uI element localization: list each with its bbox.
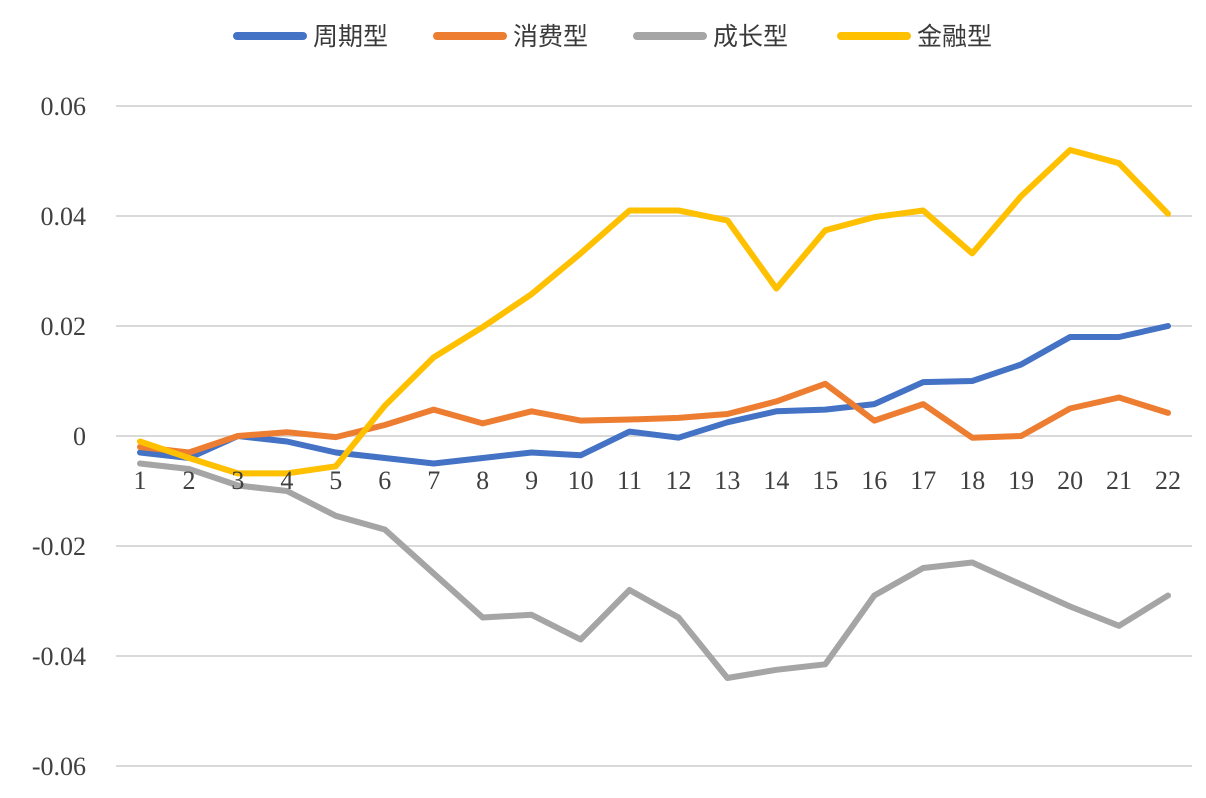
- legend-label: 消费型: [513, 22, 588, 51]
- series-line-2: [137, 380, 1171, 456]
- legend-label: 金融型: [917, 22, 992, 51]
- x-tick-label: 13: [714, 466, 740, 495]
- y-tick-label: -0.02: [32, 532, 86, 561]
- x-tick-label: 22: [1155, 466, 1181, 495]
- x-tick-label: 4: [280, 466, 293, 495]
- x-tick-label: 9: [525, 466, 538, 495]
- x-tick-label: 19: [1008, 466, 1034, 495]
- x-tick-label: 11: [617, 466, 642, 495]
- x-tick-label: 18: [959, 466, 985, 495]
- y-axis-ticks: 0.06 0.04 0.02 0 -0.02 -0.04 -0.06: [32, 92, 86, 781]
- legend: 周期型 消费型 成长型 金融型: [233, 22, 992, 51]
- x-tick-label: 16: [861, 466, 887, 495]
- x-tick-label: 6: [378, 466, 391, 495]
- x-tick-label: 2: [182, 466, 195, 495]
- x-tick-label: 10: [568, 466, 594, 495]
- legend-label: 成长型: [713, 22, 788, 51]
- series-line-1: [137, 323, 1171, 467]
- y-tick-label: 0.02: [41, 312, 87, 341]
- x-tick-label: 1: [134, 466, 147, 495]
- x-tick-label: 20: [1057, 466, 1083, 495]
- x-tick-label: 3: [231, 466, 244, 495]
- y-tick-label: 0.06: [41, 92, 87, 121]
- legend-item-1: 周期型: [233, 22, 388, 51]
- y-tick-label: -0.04: [32, 642, 86, 671]
- x-tick-label: 7: [427, 466, 440, 495]
- x-tick-label: 5: [329, 466, 342, 495]
- y-tick-label: 0.04: [41, 202, 87, 231]
- x-tick-label: 12: [665, 466, 691, 495]
- y-tick-label: 0: [73, 422, 86, 451]
- x-tick-label: 17: [910, 466, 936, 495]
- legend-item-4: 金融型: [837, 22, 992, 51]
- gridlines: [116, 105, 1192, 767]
- x-tick-label: 8: [476, 466, 489, 495]
- series-line-4: [137, 147, 1171, 477]
- x-axis-ticks: 1 2 3 4 5 6 7 8 9 10 11 12 13 14 15 16 17 18 19 20 21 22: [134, 466, 1182, 495]
- x-tick-label: 21: [1106, 466, 1132, 495]
- y-tick-label: -0.06: [32, 752, 86, 781]
- legend-label: 周期型: [313, 22, 388, 51]
- series-lines: [137, 147, 1171, 681]
- x-tick-label: 14: [763, 466, 789, 495]
- legend-item-3: 成长型: [633, 22, 788, 51]
- legend-item-2: 消费型: [433, 22, 588, 51]
- x-tick-label: 15: [812, 466, 838, 495]
- series-line-3: [137, 460, 1171, 681]
